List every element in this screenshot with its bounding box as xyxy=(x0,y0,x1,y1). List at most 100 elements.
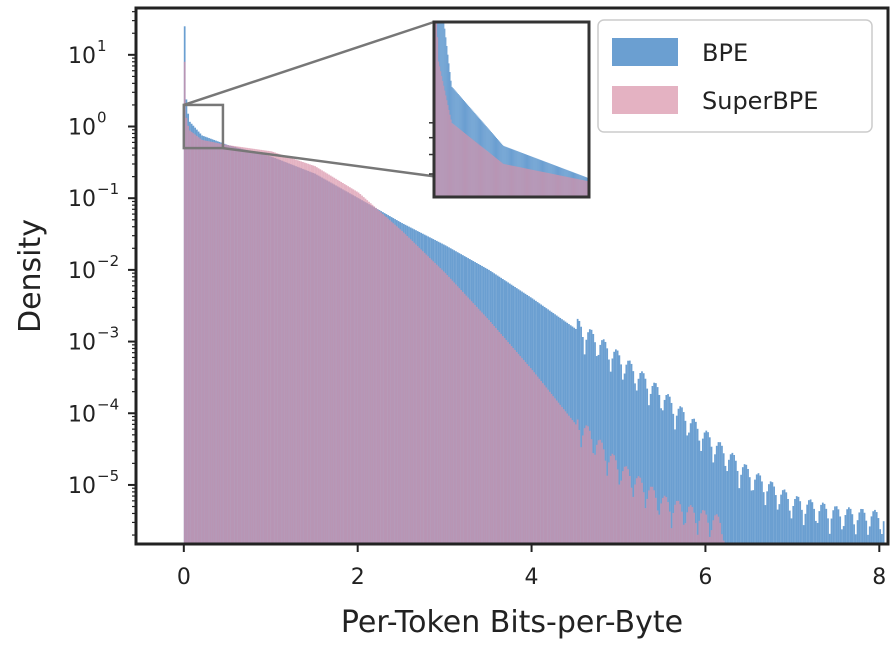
histogram-bar xyxy=(478,144,480,197)
histogram-bar xyxy=(521,358,523,544)
histogram-bar xyxy=(258,149,261,544)
histogram-bar xyxy=(201,139,203,544)
histogram-bar xyxy=(667,502,669,544)
histogram-bar xyxy=(674,504,676,544)
histogram-bar xyxy=(475,141,477,197)
histogram-bar xyxy=(660,503,662,544)
histogram-bar xyxy=(505,164,507,197)
histogram-bar xyxy=(518,167,520,197)
histogram-bar xyxy=(620,364,622,544)
histogram-bar xyxy=(860,508,862,544)
histogram-bar xyxy=(684,420,687,544)
histogram-bar xyxy=(540,171,542,197)
histogram-bar xyxy=(628,475,631,544)
histogram-bar xyxy=(569,177,571,197)
histogram-bar xyxy=(460,130,462,197)
histogram-bar xyxy=(510,346,513,544)
histogram-bar xyxy=(811,502,814,544)
histogram-bar xyxy=(661,497,664,544)
histogram-bar xyxy=(712,520,715,544)
histogram-bar xyxy=(832,510,835,544)
histogram-bar xyxy=(644,378,647,544)
histogram-bar xyxy=(635,390,638,544)
histogram-bar xyxy=(508,165,510,197)
histogram-bar xyxy=(494,157,496,197)
histogram-bar xyxy=(515,166,517,197)
histogram-bar xyxy=(229,145,231,544)
histogram-bar xyxy=(469,137,471,197)
histogram-bar xyxy=(667,394,669,544)
histogram-bar xyxy=(213,142,216,544)
histogram-bar xyxy=(505,340,508,544)
histogram-bar xyxy=(580,179,582,197)
histogram-bar xyxy=(515,352,518,544)
histogram-bar xyxy=(442,80,444,197)
histogram-bar xyxy=(401,230,403,544)
histogram-bar xyxy=(326,173,329,544)
histogram-bar xyxy=(438,61,440,197)
histogram-bar xyxy=(861,509,864,544)
histogram-bar xyxy=(503,163,505,197)
histogram-bar xyxy=(524,168,526,197)
histogram-bar xyxy=(422,251,424,544)
histogram-bar xyxy=(762,492,765,544)
histogram-bar xyxy=(602,339,605,544)
histogram-bar xyxy=(787,498,789,544)
histogram-bar xyxy=(534,170,536,197)
histogram-bar xyxy=(501,162,503,197)
histogram-bar xyxy=(830,518,833,544)
histogram-bar xyxy=(491,323,494,544)
histogram-bar xyxy=(452,123,454,197)
histogram-bar xyxy=(674,429,676,544)
plot-frame xyxy=(134,6,890,546)
histogram-bar xyxy=(314,166,316,544)
histogram-bar xyxy=(521,167,523,197)
histogram-bar xyxy=(601,442,603,544)
histogram-bar xyxy=(448,276,450,544)
histogram-bar xyxy=(451,280,454,544)
histogram-bar xyxy=(818,511,821,544)
histogram-bar xyxy=(677,408,680,544)
y-tick-exponent: −1 xyxy=(97,180,119,198)
histogram-bar xyxy=(260,149,263,544)
histogram-bar xyxy=(484,316,487,544)
histogram-bar xyxy=(493,326,496,544)
histogram-bar xyxy=(586,181,588,197)
histogram-bar xyxy=(566,176,568,197)
histogram-bar xyxy=(309,164,311,544)
histogram-bar xyxy=(239,146,242,544)
histogram-bar xyxy=(550,173,552,197)
histogram-bar xyxy=(533,372,536,544)
histogram-bar xyxy=(211,142,214,544)
histogram-bar xyxy=(359,194,362,544)
histogram-bar xyxy=(526,364,529,544)
histogram-bar xyxy=(663,495,666,544)
histogram-bar xyxy=(272,151,275,544)
histogram-bar xyxy=(703,510,706,544)
histogram-bar xyxy=(820,504,822,544)
histogram-bar xyxy=(841,529,843,544)
histogram-bar xyxy=(578,429,581,544)
histogram-bar xyxy=(444,90,446,197)
histogram-bar xyxy=(608,359,610,544)
histogram-bar xyxy=(319,169,322,544)
histogram-bar xyxy=(686,512,689,544)
y-tick-label: 10 xyxy=(68,474,96,499)
histogram-bar xyxy=(621,379,624,544)
histogram-bar xyxy=(717,516,720,544)
histogram-bar xyxy=(700,450,702,544)
histogram-bar xyxy=(409,239,412,544)
histogram-bar xyxy=(641,482,643,544)
histogram-bar xyxy=(639,477,642,544)
y-tick-label: 10 xyxy=(68,402,96,427)
histogram-bar xyxy=(774,495,777,544)
histogram-bar xyxy=(202,140,205,544)
histogram-bar xyxy=(552,396,555,544)
histogram-bar xyxy=(717,442,720,544)
histogram-bar xyxy=(528,366,530,544)
histogram-bar xyxy=(291,158,294,544)
histogram-bar xyxy=(450,119,452,197)
histogram-bar xyxy=(821,502,824,544)
histogram-bar xyxy=(472,139,474,197)
